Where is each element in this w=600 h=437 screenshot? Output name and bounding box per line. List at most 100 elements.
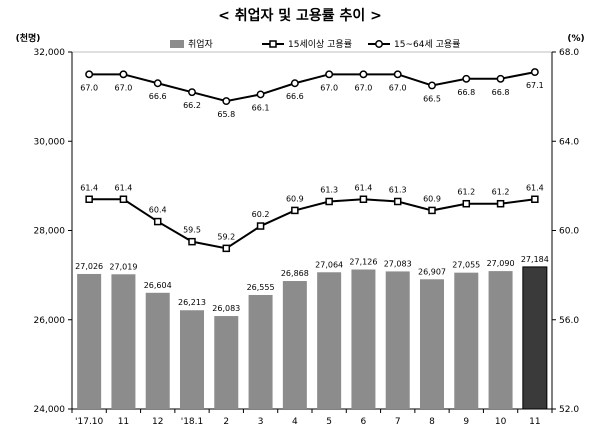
bar-value-label: 27,126 <box>349 258 377 267</box>
bar <box>111 274 136 409</box>
right-axis-unit: (%) <box>567 34 584 44</box>
line-value-label: 67.0 <box>320 83 338 92</box>
bar-value-label: 27,090 <box>487 259 515 268</box>
line-value-label: 67.1 <box>526 81 544 90</box>
legend-label: 취업자 <box>188 39 214 50</box>
left-axis-tick-label: 26,000 <box>34 316 66 326</box>
line-value-label: 66.1 <box>252 103 270 112</box>
series-marker <box>119 70 128 79</box>
x-axis-tick-label: 11 <box>529 417 540 427</box>
legend-label: 15~64세 고용률 <box>394 39 460 50</box>
series-marker <box>496 74 505 83</box>
series-marker <box>291 206 299 215</box>
line-value-label: 60.9 <box>423 194 441 203</box>
x-axis-tick-label: '18.1 <box>181 417 204 427</box>
line-value-label: 66.6 <box>286 92 304 101</box>
bar-value-label: 27,064 <box>315 260 343 269</box>
line-value-label: 66.6 <box>149 92 167 101</box>
x-axis-tick-label: 6 <box>361 417 367 427</box>
bar <box>317 272 342 409</box>
bar-value-label: 26,907 <box>418 267 446 276</box>
line-value-label: 61.4 <box>355 183 373 192</box>
series-marker <box>496 199 505 208</box>
bar-value-label: 27,055 <box>452 261 480 270</box>
line-value-label: 61.3 <box>389 185 407 194</box>
line-value-label: 61.3 <box>320 185 338 194</box>
series-line <box>89 198 535 250</box>
bar <box>145 292 170 409</box>
line-value-label: 65.8 <box>217 110 235 119</box>
line-value-label: 66.8 <box>457 88 475 97</box>
line-value-label: 61.4 <box>526 183 544 192</box>
left-axis-tick-label: 32,000 <box>34 48 66 58</box>
series-marker <box>462 74 471 83</box>
series-marker <box>256 222 265 230</box>
line-value-label: 59.2 <box>217 232 235 241</box>
right-axis-tick-label: 52.0 <box>559 405 579 415</box>
series-marker <box>119 195 128 204</box>
series-marker <box>153 217 162 226</box>
bar <box>180 310 204 409</box>
series-marker <box>428 81 436 90</box>
series-marker <box>531 195 539 204</box>
line-value-label: 66.2 <box>183 101 201 110</box>
x-axis-tick-label: 12 <box>152 417 163 427</box>
line-value-label: 66.5 <box>423 94 441 103</box>
series-marker <box>256 90 265 99</box>
bar-value-label: 27,026 <box>75 262 103 271</box>
left-axis-tick-label: 30,000 <box>34 137 66 147</box>
series-marker <box>188 237 196 246</box>
line-value-label: 60.9 <box>286 194 304 203</box>
series-marker <box>188 88 196 97</box>
bar <box>214 316 239 409</box>
bar <box>351 269 376 409</box>
series-marker <box>428 206 436 215</box>
right-axis-tick-label: 56.0 <box>559 316 579 326</box>
x-axis-tick-label: 2 <box>223 417 229 427</box>
bar <box>385 271 410 409</box>
legend-marker <box>269 40 277 48</box>
line-value-label: 61.2 <box>457 188 475 197</box>
series-marker <box>325 70 334 79</box>
bar <box>77 273 102 409</box>
bar-value-label: 26,083 <box>212 304 240 313</box>
plot-area: 24,000 26,000 28,000 30,000 32,000 52.0 56.0 60… <box>34 48 580 427</box>
series-marker <box>393 197 402 206</box>
legend-label: 15세이상 고용률 <box>288 39 352 50</box>
line-value-label: 66.8 <box>492 88 510 97</box>
series-marker <box>85 195 93 204</box>
line-value-label: 67.0 <box>355 83 373 92</box>
bar-value-label: 26,868 <box>281 269 309 278</box>
line-value-label: 61.4 <box>115 183 133 192</box>
right-axis-tick-label: 68.0 <box>559 48 579 58</box>
series-marker <box>393 70 402 79</box>
bar-value-label: 26,213 <box>178 298 206 307</box>
bar <box>454 272 479 409</box>
bar-value-label: 26,604 <box>144 281 172 290</box>
series-marker <box>290 79 299 88</box>
series-marker <box>359 70 368 79</box>
x-axis-tick-label: 3 <box>258 417 264 427</box>
series-marker <box>530 68 539 77</box>
series-marker <box>85 70 94 79</box>
x-axis-tick-label: 10 <box>495 417 507 427</box>
legend-marker <box>375 40 383 48</box>
bar <box>522 266 548 410</box>
x-axis-tick-label: '17.10 <box>75 417 104 427</box>
series-marker <box>222 97 231 106</box>
chart-title: < 취업자 및 고용률 추이 > <box>218 7 382 24</box>
bar-value-label: 27,019 <box>109 262 137 271</box>
left-axis-unit: (천명) <box>16 32 41 44</box>
series-marker <box>153 79 162 88</box>
bar <box>282 281 307 409</box>
x-axis-tick-label: 9 <box>463 417 469 427</box>
right-axis-tick-label: 64.0 <box>559 137 579 147</box>
line-value-label: 61.4 <box>80 183 98 192</box>
bar <box>488 271 513 409</box>
line-value-label: 67.0 <box>115 83 133 92</box>
plot-frame <box>71 51 553 410</box>
x-axis-tick-label: 5 <box>326 417 332 427</box>
line-value-label: 60.2 <box>252 210 270 219</box>
